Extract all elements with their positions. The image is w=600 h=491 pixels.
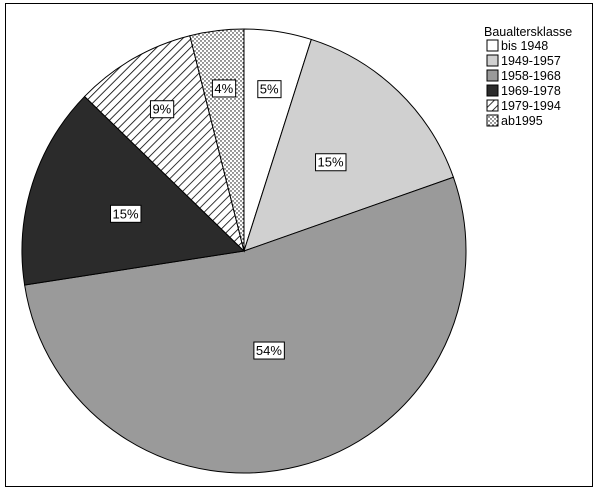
pie-slice-1949-1957	[243, 38, 455, 252]
data-label-box-1949-1957	[315, 153, 347, 172]
pie-slices	[21, 28, 467, 474]
data-label-box-1969-1978	[110, 204, 142, 223]
data-label-bis-1948: 5%	[260, 82, 279, 97]
data-label-box-1979-1994	[149, 100, 175, 119]
legend-label-bis-1948: bis 1948	[501, 39, 548, 53]
legend-label-1958-1968: 1958-1968	[501, 69, 561, 83]
data-label-box-1958-1968	[253, 341, 285, 360]
legend-label-1969-1978: 1969-1978	[501, 84, 561, 98]
legend-label-ab1995: ab1995	[501, 114, 543, 128]
legend-title: Baualtersklasse	[484, 25, 572, 39]
data-label-1979-1994: 9%	[152, 102, 171, 117]
legend-swatch-1969-1978	[486, 84, 499, 97]
pie-slice-1979-1994	[83, 35, 245, 253]
data-label-1969-1978: 15%	[113, 206, 139, 221]
legend-swatch-bis-1948	[486, 39, 499, 52]
legend: Baualtersklasse bis 19481949-19571958-19…	[484, 25, 572, 128]
legend-label-1949-1957: 1949-1957	[501, 54, 561, 68]
pie-slice-1958-1968	[24, 176, 467, 474]
legend-swatch-1979-1994	[486, 99, 499, 112]
legend-swatch-ab1995	[486, 114, 499, 127]
legend-label-1979-1994: 1979-1994	[501, 99, 561, 113]
pie-slice-1969-1978	[21, 95, 246, 286]
data-label-1949-1957: 15%	[318, 155, 344, 170]
data-label-box-bis-1948	[257, 80, 282, 99]
legend-swatch-1949-1957	[486, 54, 499, 67]
data-label-ab1995: 4%	[214, 81, 233, 96]
data-label-1958-1968: 54%	[256, 343, 282, 358]
data-label-box-ab1995	[211, 79, 237, 98]
legend-swatch-1958-1968	[486, 69, 499, 82]
pie-data-labels: 5% 15% 54% 15% 9% 4%	[110, 79, 347, 360]
